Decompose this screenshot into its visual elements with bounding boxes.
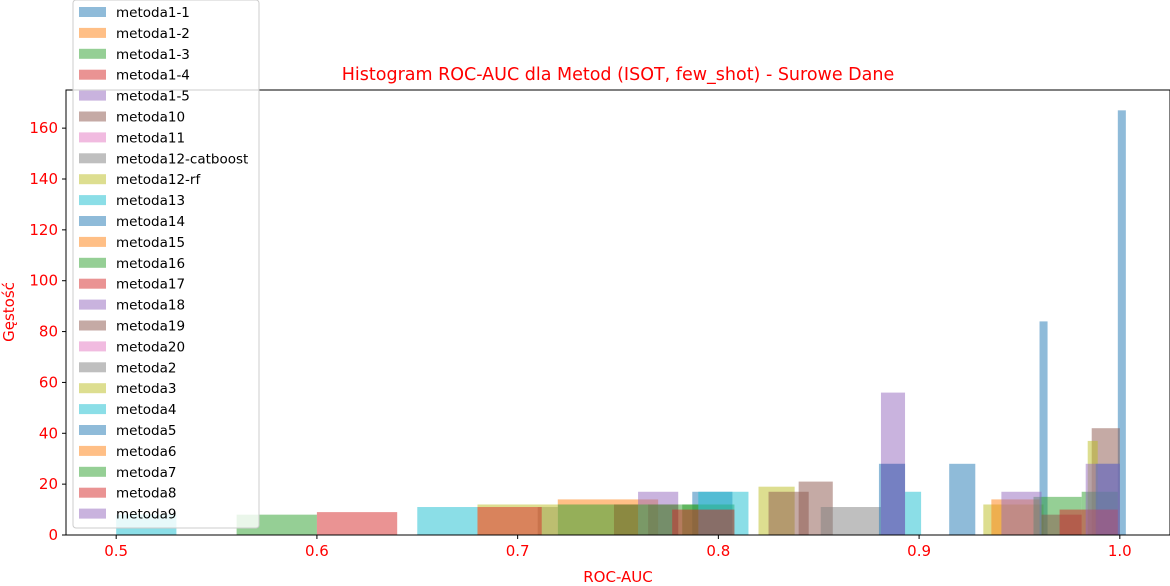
y-tick-label: 20: [39, 475, 58, 493]
legend-swatch: [79, 27, 106, 38]
legend-label: metoda1-5: [116, 89, 190, 105]
legend-label: metoda4: [116, 402, 176, 418]
histogram-bar: [477, 507, 542, 535]
x-tick-label: 0.6: [305, 542, 329, 560]
legend-label: metoda1-4: [116, 68, 190, 84]
legend-swatch: [79, 299, 106, 310]
x-tick-label: 0.5: [104, 542, 128, 560]
y-tick-label: 40: [39, 424, 58, 442]
legend-label: metoda12-catboost: [116, 151, 248, 167]
legend-swatch: [79, 111, 106, 122]
legend-label: metoda20: [116, 339, 185, 355]
legend-label: metoda2: [116, 360, 176, 376]
legend-label: metoda8: [116, 486, 176, 502]
histogram-bar: [820, 507, 881, 535]
legend-label: metoda13: [116, 193, 185, 209]
legend-label: metoda7: [116, 465, 176, 481]
legend-label: metoda15: [116, 235, 185, 251]
legend: metoda1-1 metoda1-2 metoda1-3 metoda1-4 meto…: [72, 0, 260, 529]
legend-label: metoda1-1: [116, 5, 190, 21]
x-axis-label: ROC-AUC: [583, 568, 653, 586]
legend-label: metoda1-2: [116, 26, 190, 42]
y-tick-label: 60: [39, 373, 58, 391]
histogram-bar: [1117, 110, 1126, 535]
y-tick-label: 80: [39, 323, 58, 341]
legend-label: metoda17: [116, 277, 185, 293]
legend-swatch: [79, 508, 106, 519]
legend-label: metoda19: [116, 319, 185, 335]
legend-swatch: [79, 362, 106, 373]
legend-swatch: [79, 487, 106, 498]
histogram-bar: [1039, 321, 1048, 535]
histogram-bar: [905, 491, 922, 535]
x-axis: 0.5 0.6 0.7 0.8 0.9 1.0: [104, 535, 1132, 560]
y-tick-label: 100: [29, 272, 58, 290]
histogram-bar: [672, 509, 735, 535]
plot-frame: [65, 89, 1170, 536]
legend-swatch: [79, 90, 106, 101]
x-tick-label: 0.8: [706, 542, 730, 560]
y-tick-label: 160: [29, 119, 58, 137]
plot-area: [116, 110, 1126, 535]
x-tick-label: 0.9: [907, 542, 931, 560]
chart-title: Histogram ROC-AUC dla Metod (ISOT, few_s…: [342, 65, 895, 85]
y-tick-label: 120: [29, 221, 58, 239]
histogram-bar: [316, 512, 398, 535]
histogram-bar: [1085, 463, 1120, 535]
histogram-bar: [880, 392, 906, 535]
legend-label: metoda11: [116, 130, 185, 146]
histogram-bar: [1001, 491, 1042, 535]
legend-swatch: [79, 132, 106, 143]
y-axis: 0 20 40 60 80 100 120 140 160: [29, 119, 66, 544]
legend-swatch: [79, 153, 106, 164]
legend-swatch: [79, 216, 106, 226]
legend-label: metoda14: [116, 214, 185, 230]
legend-swatch: [79, 236, 106, 247]
legend-label: metoda1-3: [116, 47, 190, 63]
legend-label: metoda5: [116, 423, 176, 439]
legend-swatch: [79, 466, 106, 477]
histogram-bar: [949, 463, 976, 535]
y-tick-label: 0: [48, 526, 58, 544]
legend-swatch: [79, 320, 106, 331]
legend-label: metoda9: [116, 507, 176, 523]
legend-swatch: [79, 425, 106, 435]
histogram-bar: [768, 491, 809, 535]
y-axis-label: Gęstość: [0, 282, 18, 342]
legend-swatch: [79, 48, 106, 59]
legend-label: metoda16: [116, 256, 185, 272]
legend-swatch: [79, 7, 106, 17]
legend-swatch: [79, 278, 106, 289]
legend-swatch: [79, 195, 106, 206]
legend-label: metoda6: [116, 444, 176, 460]
legend-label: metoda12-rf: [116, 172, 201, 188]
legend-label: metoda18: [116, 298, 185, 314]
legend-swatch: [79, 445, 106, 456]
histogram-bar: [417, 507, 478, 535]
legend-label: metoda10: [116, 110, 185, 126]
x-tick-label: 1.0: [1108, 542, 1132, 560]
legend-box: [72, 0, 260, 529]
legend-swatch: [79, 383, 106, 394]
legend-swatch: [79, 257, 106, 268]
legend-swatch: [79, 69, 106, 80]
legend-swatch: [79, 174, 106, 185]
y-tick-label: 140: [29, 170, 58, 188]
x-tick-label: 0.7: [506, 542, 530, 560]
legend-swatch: [79, 341, 106, 352]
legend-label: metoda3: [116, 381, 176, 397]
legend-swatch: [79, 404, 106, 415]
